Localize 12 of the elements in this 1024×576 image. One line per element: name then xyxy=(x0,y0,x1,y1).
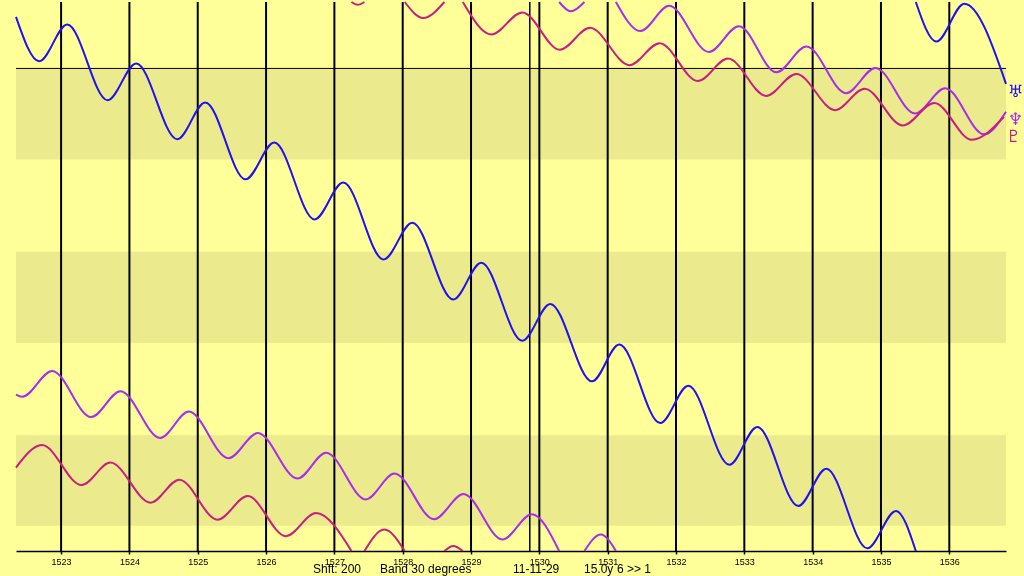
x-tick-label: 1526 xyxy=(256,556,277,567)
x-tick-label: 1523 xyxy=(51,556,72,567)
x-tick-label: 1534 xyxy=(803,556,824,567)
x-tick-label: 1529 xyxy=(461,556,482,567)
x-tick-label: 1536 xyxy=(939,556,960,567)
series-label: ♅ xyxy=(1008,80,1024,101)
x-tick-label: 1532 xyxy=(666,556,687,567)
x-tick-label: 1525 xyxy=(188,556,209,567)
x-tick-label: 1535 xyxy=(871,556,892,567)
text: 6 >> 1 xyxy=(617,562,652,576)
x-tick-label: 1524 xyxy=(119,556,140,567)
x-tick-label: 1533 xyxy=(734,556,755,567)
